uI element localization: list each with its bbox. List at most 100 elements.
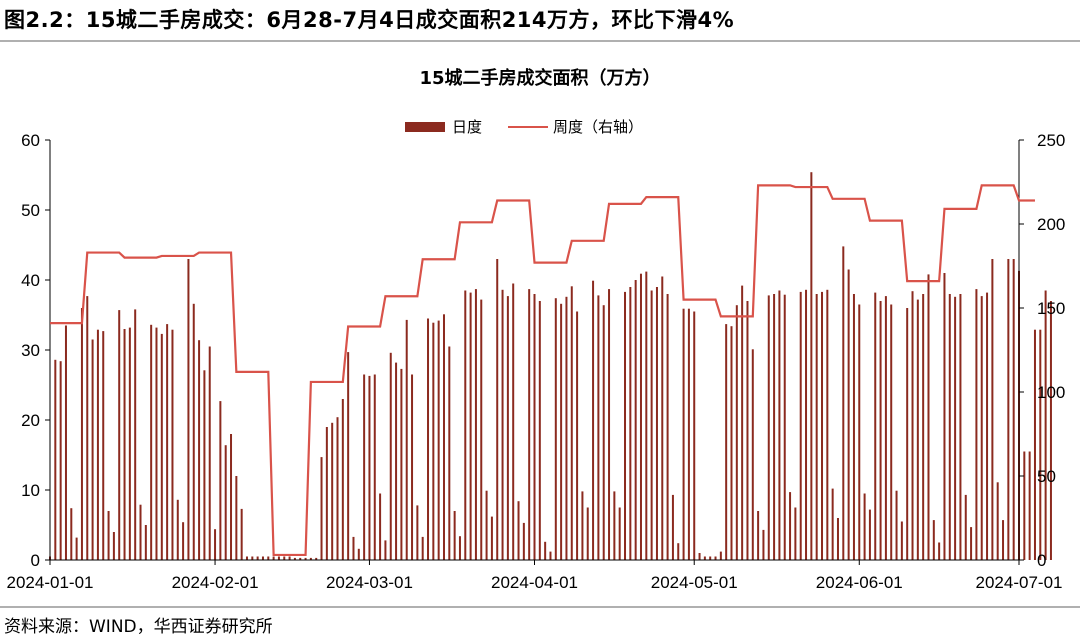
daily-bar [315, 557, 318, 560]
daily-bar [277, 556, 280, 560]
daily-bar [272, 556, 275, 560]
daily-bar [224, 445, 227, 560]
daily-bar [155, 327, 158, 560]
daily-bar [687, 308, 690, 560]
daily-bar [448, 346, 451, 560]
right-tick-label: 200 [1037, 215, 1065, 234]
legend-swatch-daily [405, 122, 445, 132]
daily-bar [320, 457, 323, 560]
daily-bar [416, 505, 419, 560]
daily-bar [1023, 451, 1026, 560]
daily-bar [235, 476, 238, 560]
daily-bar [868, 509, 871, 560]
left-tick-label: 0 [31, 551, 40, 570]
daily-bar [203, 370, 206, 560]
daily-bar [251, 556, 254, 560]
daily-bar [900, 521, 903, 560]
daily-bar [980, 296, 983, 560]
daily-bar [288, 556, 291, 560]
daily-bar [389, 352, 392, 560]
legend-label-daily: 日度 [452, 118, 482, 136]
left-tick-label: 50 [21, 201, 40, 220]
daily-bar [586, 507, 589, 560]
daily-bar [400, 368, 403, 560]
daily-bar [373, 374, 376, 560]
daily-bar [693, 311, 696, 560]
daily-bar [522, 522, 525, 560]
daily-bar [112, 532, 115, 560]
daily-bar [123, 329, 126, 560]
daily-bar [421, 536, 424, 560]
daily-bar [1012, 259, 1015, 560]
daily-bar [427, 318, 430, 560]
daily-bar [714, 556, 717, 560]
daily-bar [80, 308, 83, 560]
daily-bar [70, 508, 73, 560]
daily-bar [411, 374, 414, 560]
daily-bar [309, 557, 312, 560]
daily-bar [341, 399, 344, 560]
daily-bar [799, 291, 802, 560]
daily-bar [895, 490, 898, 560]
daily-bar [187, 259, 190, 560]
daily-bar [751, 349, 754, 560]
daily-bar [176, 499, 179, 560]
daily-bar [783, 294, 786, 560]
daily-bar [879, 301, 882, 560]
daily-bar [874, 292, 877, 560]
weekly-series-line [50, 184, 1035, 557]
daily-bar [762, 529, 765, 560]
daily-bar [496, 259, 499, 560]
daily-bar [608, 289, 611, 560]
daily-bar [810, 172, 813, 560]
daily-bar [975, 289, 978, 560]
daily-bar [757, 511, 760, 560]
daily-bar [746, 301, 749, 560]
daily-bar [581, 491, 584, 560]
daily-bar [741, 285, 744, 560]
daily-bar [150, 324, 153, 560]
daily-bar [592, 280, 595, 560]
daily-bar [682, 308, 685, 560]
bottom-divider [0, 606, 1080, 608]
daily-bar [219, 401, 222, 560]
daily-bar [347, 352, 350, 560]
daily-bar [773, 294, 776, 560]
daily-bar [331, 422, 334, 560]
legend: 日度 周度（右轴） [405, 118, 643, 136]
daily-bar [182, 522, 185, 560]
daily-bar [778, 290, 781, 560]
daily-bar [528, 289, 531, 560]
daily-bar [283, 556, 286, 560]
daily-bar [134, 309, 137, 560]
daily-bar [629, 287, 632, 560]
daily-bar [916, 299, 919, 560]
daily-bar [304, 557, 307, 560]
daily-bar [735, 305, 738, 560]
daily-bar [927, 274, 930, 560]
daily-bar [549, 551, 552, 560]
right-tick-label: 100 [1037, 383, 1065, 402]
legend-label-weekly: 周度（右轴） [553, 118, 643, 136]
daily-bar [144, 525, 147, 560]
daily-bar [214, 529, 217, 560]
daily-bar [730, 326, 733, 560]
daily-bar [815, 294, 818, 560]
daily-bar [964, 494, 967, 560]
daily-bar [666, 294, 669, 560]
daily-bar [613, 491, 616, 560]
daily-bar [991, 259, 994, 560]
daily-bar [634, 280, 637, 560]
daily-bar [709, 556, 712, 560]
daily-bar [911, 291, 914, 560]
daily-bar [789, 492, 792, 560]
daily-bar [858, 304, 861, 560]
daily-bar [826, 289, 829, 560]
daily-bar [725, 324, 728, 560]
daily-bar [368, 375, 371, 560]
daily-bar [533, 294, 536, 560]
daily-bar [954, 296, 957, 560]
daily-bar [767, 295, 770, 560]
daily-bar [192, 303, 195, 560]
daily-bar [267, 556, 270, 560]
